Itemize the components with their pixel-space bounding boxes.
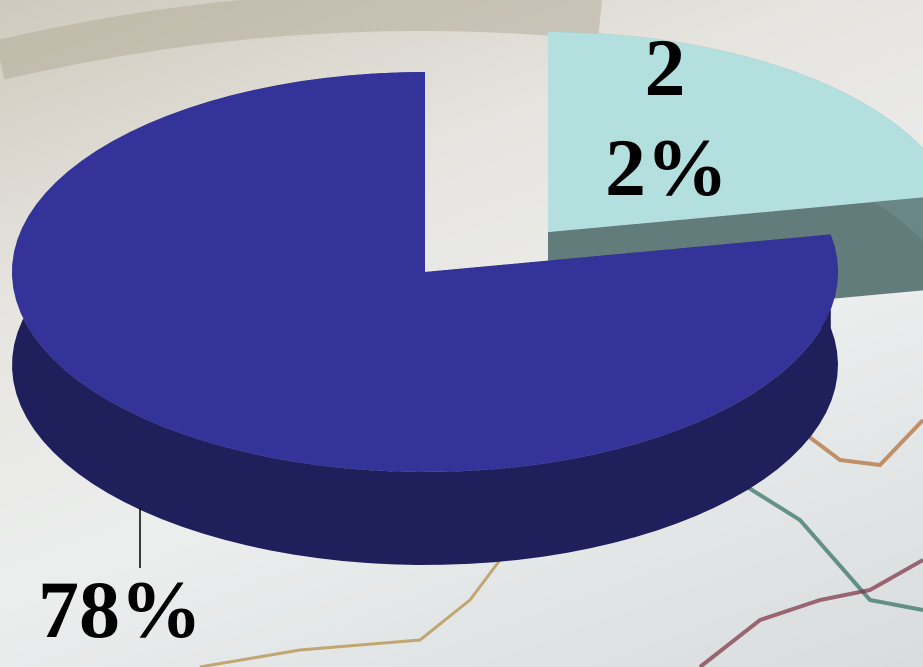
page: 78% 22% (() => { const data = JSON.parse… [0,0,923,667]
data-label: 78% [5,560,235,660]
background-line [700,560,923,667]
data-label: 22% [605,18,725,218]
background-paper [0,11,600,60]
background-line [800,420,923,465]
background-line [200,560,500,667]
